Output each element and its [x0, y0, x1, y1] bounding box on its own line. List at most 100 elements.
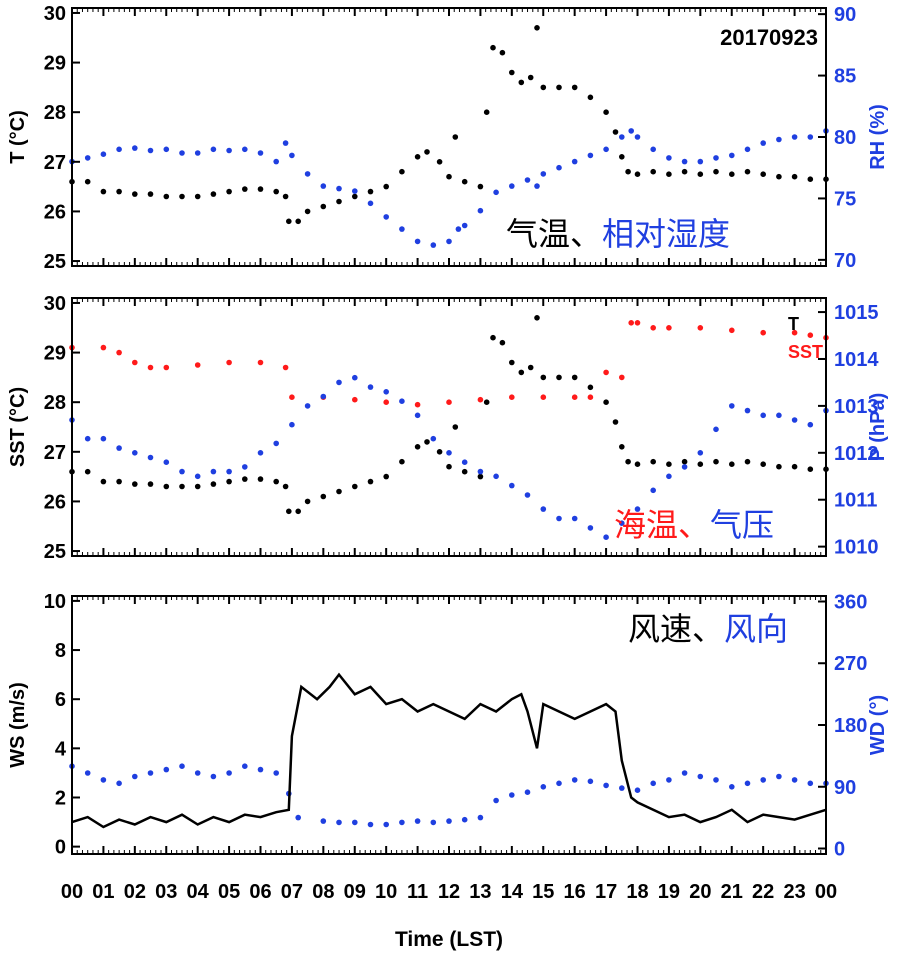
panel-1-right-tick-label-1: 1011 [834, 490, 877, 512]
x-tick-label-11: 11 [407, 881, 428, 903]
panel-0-series-1-point-48 [760, 140, 766, 146]
panel-1-series-0-point-28 [452, 424, 459, 430]
panel-2-annotation: 风速、风向 [628, 610, 788, 648]
panel-0-series-1-point-35 [571, 158, 578, 165]
panel-0-series-0-point-29 [461, 178, 468, 185]
panel-1-right-tick-label-4: 1014 [834, 349, 879, 371]
panel-1-series-0-point-38 [540, 374, 547, 381]
panel-1-series-2-point-22 [414, 412, 421, 419]
panel-0-right-tick-label-2: 80 [834, 127, 856, 149]
panel-1-series-0-point-19 [336, 488, 342, 495]
panel-2-series-1-point-31 [556, 780, 562, 787]
panel-1-series-1-point-20 [587, 394, 594, 401]
panel-0-series-0-point-53 [744, 168, 751, 175]
panel-1-series-1-point-21 [603, 369, 609, 376]
panel-0-series-0-point-54 [760, 171, 766, 177]
panel-0-left-tick-label-4: 29 [44, 53, 66, 75]
panel-2-left-tick-label-4: 8 [55, 640, 66, 662]
panel-1-series-1-point-7 [226, 359, 232, 366]
x-tick-label-21: 21 [721, 881, 743, 903]
panel-2-series-1-point-24 [446, 818, 452, 824]
panel-1-series-0-point-22 [383, 473, 390, 480]
panel-1-series-1-point-29 [760, 329, 766, 336]
panel-0-series-1-point-44 [697, 158, 704, 165]
panel-1-series-1-point-12 [352, 396, 358, 403]
panel-0-series-0-point-41 [587, 94, 594, 101]
panel-0-series-0-point-23 [399, 168, 405, 175]
panel-1-series-2-point-21 [399, 398, 405, 405]
panel-2-series-1-point-34 [603, 782, 609, 789]
panel-1-series-1-point-15 [446, 399, 452, 406]
panel-1-right-tick-label-3: 1013 [834, 396, 879, 418]
panel-1-series-1-point-27 [697, 325, 704, 331]
panel-1-series-0-point-9 [210, 481, 217, 487]
panel-2-series-1-point-33 [587, 778, 594, 785]
panel-1-series-2-point-47 [807, 421, 814, 428]
panel-0-ticks: 25 26 27 28 29 30 70 75 80 85 90 [44, 3, 857, 273]
x-tick-label-2: 02 [124, 881, 146, 903]
panel-2-series-1-point-40 [697, 773, 704, 780]
panel-1-series-2-point-5 [147, 454, 154, 461]
panel-1-ticks: 25 26 27 28 29 30 1010 1011 1012 1013 1014 1015 [44, 293, 880, 563]
panel-1-series-1-point-8 [257, 359, 264, 366]
panel-0-series-0-point-13 [273, 188, 280, 195]
panel-0-series-1-point-4 [132, 145, 138, 151]
panel-1-annotation-part-1: 海温、 [614, 506, 710, 544]
panel-0-series-1-point-14 [282, 140, 289, 146]
panel-0-series-1-point-37 [603, 146, 609, 153]
panel-1-right-tick-label-2: 1012 [834, 443, 879, 465]
panel-2-series-1-point-3 [116, 780, 122, 787]
panel-1-series-0-point-32 [490, 334, 496, 341]
panel-0-series-0-point-19 [336, 198, 342, 205]
panel-2-left-tick-label-5: 10 [44, 591, 66, 613]
panel-1-series-0-point-54 [760, 461, 766, 468]
panel-2-series-1-point-35 [619, 785, 625, 791]
x-tick-label-12: 12 [438, 881, 460, 903]
panel-0-series-1-point-31 [524, 177, 531, 183]
panel-1-left-tick-label-0: 25 [44, 541, 66, 563]
panel-1-series-0-point-57 [807, 466, 814, 473]
panel-0-series-1-point-6 [163, 146, 170, 153]
panel-1-series-0-point-29 [461, 468, 468, 475]
panel-0-series-0-point-45 [625, 168, 631, 175]
panel-0-series-1-point-32 [534, 183, 540, 189]
panel-1-series-2-point-34 [603, 534, 609, 540]
panel-2-series-1-point-41 [713, 777, 719, 783]
panel-1-series-2-point-2 [100, 435, 107, 442]
panel-0-left-tick-label-5: 30 [44, 3, 66, 25]
panel-1-series-1-point-5 [163, 364, 170, 371]
panel-1-left-tick-label-3: 28 [44, 392, 66, 414]
panel-2-left-tick-label-2: 4 [55, 738, 67, 760]
x-tick-label-9: 09 [344, 881, 366, 903]
panel-1-series-2-point-45 [776, 412, 782, 419]
panel-1-series-1-point-6 [194, 362, 201, 368]
panel-0-series-0-point-8 [194, 193, 201, 200]
panel-0-series-0-point-28 [452, 134, 459, 140]
panel-1-series-2-point-46 [791, 417, 798, 423]
panel-2-right-tick-label-1: 90 [834, 777, 856, 799]
legend-t: T [788, 314, 799, 334]
panel-1-right-axis-label: P (hPa) [867, 393, 889, 462]
panel-1-series-2-point-37 [650, 487, 656, 494]
x-tick-label-0: 00 [61, 881, 83, 903]
panel-1-annotation: 海温、气压 [614, 506, 774, 544]
x-tick-label-7: 07 [281, 881, 303, 903]
x-tick-label-10: 10 [375, 881, 397, 903]
panel-2-right-tick-label-3: 270 [834, 653, 867, 675]
legend-sst: SST [788, 342, 823, 362]
panel-0-series-0-point-31 [483, 109, 490, 115]
x-tick-label-5: 05 [218, 881, 240, 903]
panel-1-left-tick-label-1: 26 [44, 491, 66, 513]
panel-0-series-0-point-34 [509, 69, 515, 76]
panel-1-series-0-point-36 [527, 364, 534, 371]
panel-1-series-2-point-30 [540, 506, 547, 512]
panel-1-series-0-point-21 [367, 478, 374, 485]
panel-2-series-1-point-38 [666, 777, 672, 783]
panel-1-series-1-point-18 [540, 394, 547, 401]
panel-1-series-1-point-30 [791, 329, 798, 336]
panel-1-series-1-point-16 [477, 396, 484, 403]
x-tick-label-13: 13 [469, 881, 491, 903]
panel-1-series-2-point-1 [84, 435, 91, 442]
panel-2-series-1-point-18 [352, 819, 358, 826]
